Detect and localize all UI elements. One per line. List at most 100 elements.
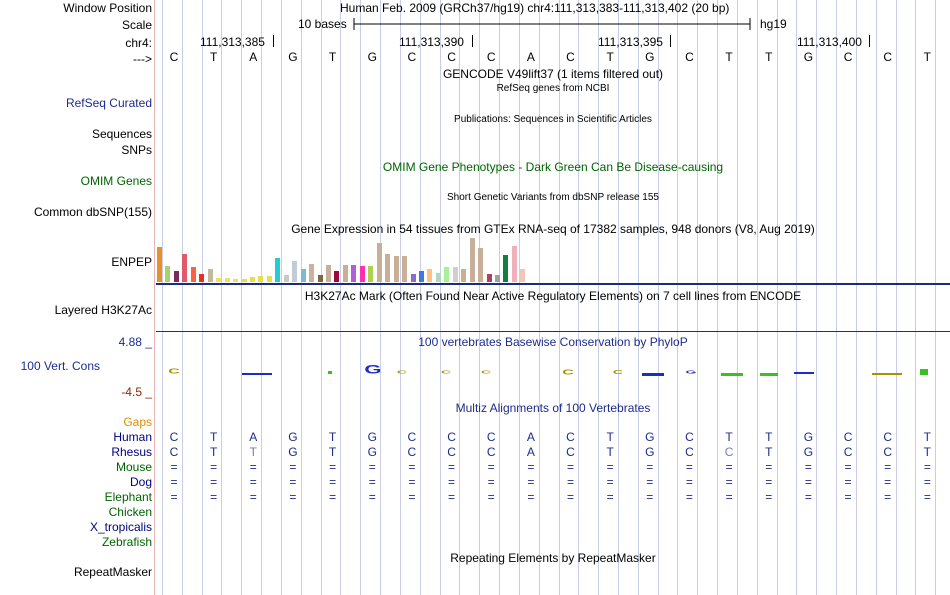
gtex-tissue-bar[interactable] (182, 254, 188, 282)
alignment-base: = (249, 460, 257, 474)
window-position-label[interactable]: Window Position (63, 1, 152, 15)
omim-genes-label[interactable]: OMIM Genes (80, 174, 152, 188)
phylop-track-label[interactable]: 100 Vert. Cons (20, 359, 100, 373)
gtex-tissue-bar[interactable] (495, 275, 500, 282)
alignment-base: = (725, 460, 733, 474)
gtex-tissue-bar[interactable] (511, 246, 517, 282)
alignment-base: T (249, 445, 257, 459)
gtex-tissue-bar[interactable] (275, 258, 281, 282)
alignment-base: = (170, 490, 178, 504)
gtex-tissue-bar[interactable] (359, 266, 365, 282)
alignment-base: = (448, 460, 456, 474)
scale-bar (353, 18, 751, 30)
gtex-tissue-bar[interactable] (469, 238, 475, 282)
snps-label[interactable]: SNPs (121, 143, 152, 157)
phylop-logo[interactable]: C G C C C C C G (156, 342, 950, 392)
gtex-tissue-bar[interactable] (309, 264, 315, 282)
gtex-tissue-bar[interactable] (224, 278, 230, 282)
species-label-x_tropicalis[interactable]: X_tropicalis (89, 520, 152, 534)
species-label-zebrafish[interactable]: Zebrafish (101, 535, 152, 549)
alignment-base: = (448, 475, 456, 489)
gtex-tissue-bar[interactable] (418, 271, 424, 282)
gtex-tissue-bar[interactable] (486, 274, 492, 282)
gtex-tissue-bar[interactable] (410, 274, 416, 282)
publications-track-title[interactable]: Publications: Sequences in Scientific Ar… (454, 114, 652, 125)
alignment-base: = (923, 475, 931, 489)
species-label-mouse[interactable]: Mouse (115, 460, 152, 474)
phylop-base-g: G (686, 370, 697, 375)
gtex-tissue-bar[interactable] (478, 248, 484, 282)
gtex-tissue-bar[interactable] (207, 269, 213, 282)
gtex-tissue-bar[interactable] (461, 269, 467, 282)
alignment-base: T (209, 445, 218, 459)
gtex-gene-label[interactable]: ENPEP (111, 255, 152, 269)
gtex-tissue-bar[interactable] (385, 254, 391, 282)
species-label-rhesus[interactable]: Rhesus (111, 445, 152, 459)
grid-line (637, 0, 639, 595)
common-dbsnp-label[interactable]: Common dbSNP(155) (33, 205, 152, 219)
gtex-tissue-bar[interactable] (266, 276, 272, 282)
gtex-tissue-bar[interactable] (393, 256, 399, 282)
gtex-tissue-bar[interactable] (326, 265, 331, 282)
refseq-track-subtitle[interactable]: RefSeq genes from NCBI (496, 83, 610, 94)
gtex-tissue-bar[interactable] (435, 273, 441, 282)
gtex-tissue-bar[interactable] (199, 274, 205, 282)
species-label-chicken[interactable]: Chicken (108, 505, 152, 519)
scale-label[interactable]: Scale (121, 18, 152, 32)
gtex-tissue-bar[interactable] (233, 279, 239, 282)
gtex-tissue-bar[interactable] (351, 265, 357, 282)
gtex-bar-chart[interactable] (156, 237, 950, 285)
grid-line (578, 0, 580, 595)
gtex-tissue-bar[interactable] (444, 267, 450, 282)
gencode-track-title[interactable]: GENCODE V49lift37 (1 items filtered out) (442, 67, 664, 81)
gtex-tissue-bar[interactable] (283, 275, 289, 282)
gtex-tissue-bar[interactable] (241, 279, 247, 282)
gtex-tissue-bar[interactable] (334, 271, 340, 282)
repeatmasker-track-title[interactable]: Repeating Elements by RepeatMasker (450, 551, 656, 565)
gtex-tissue-bar[interactable] (452, 267, 458, 282)
gtex-track-title[interactable]: Gene Expression in 54 tissues from GTEx … (291, 222, 815, 236)
refseq-curated-label[interactable]: RefSeq Curated (65, 96, 152, 110)
gtex-tissue-bar[interactable] (173, 271, 179, 282)
sequences-label[interactable]: Sequences (91, 127, 152, 141)
multiz-track-title[interactable]: Multiz Alignments of 100 Vertebrates (455, 401, 651, 415)
phylop-track-title[interactable]: 100 vertebrates Basewise Conservation by… (418, 335, 688, 349)
omim-track-title[interactable]: OMIM Gene Phenotypes - Dark Green Can Be… (382, 160, 724, 174)
gtex-tissue-bar[interactable] (216, 278, 222, 282)
gtex-tissue-bar[interactable] (258, 276, 264, 282)
gtex-tissue-bar[interactable] (317, 275, 323, 282)
species-label-human[interactable]: Human (113, 430, 152, 444)
scale-value: 10 bases (298, 17, 347, 31)
h3k27ac-track-title[interactable]: H3K27Ac Mark (Often Found Near Active Re… (304, 289, 802, 303)
gtex-tissue-bar[interactable] (190, 267, 196, 282)
gtex-tissue-bar[interactable] (427, 269, 433, 282)
gtex-tissue-bar[interactable] (402, 256, 408, 282)
coord-tick-mark (472, 35, 473, 47)
alignment-base: C (566, 430, 575, 444)
layered-h3k27ac-label[interactable]: Layered H3K27Ac (54, 303, 152, 317)
gtex-tissue-bar[interactable] (368, 266, 374, 282)
gaps-label[interactable]: Gaps (123, 415, 152, 429)
gtex-tissue-bar[interactable] (292, 261, 298, 282)
gtex-tissue-bar[interactable] (376, 243, 382, 282)
alignment-base: = (685, 490, 693, 504)
gtex-tissue-bar[interactable] (342, 265, 348, 282)
gtex-tissue-bar[interactable] (503, 255, 509, 282)
dbsnp-track-title[interactable]: Short Genetic Variants from dbSNP releas… (447, 192, 659, 203)
species-label-elephant[interactable]: Elephant (104, 490, 152, 504)
gtex-tissue-bar[interactable] (300, 269, 306, 282)
grid-line (657, 0, 659, 595)
gtex-tissue-bar[interactable] (520, 269, 526, 282)
alignment-base: G (367, 445, 377, 459)
species-label-dog[interactable]: Dog (129, 475, 152, 489)
gtex-tissue-bar[interactable] (157, 247, 162, 282)
grid-line (162, 0, 163, 595)
gtex-tissue-bar[interactable] (249, 277, 255, 282)
repeatmasker-label[interactable]: RepeatMasker (73, 565, 152, 579)
window-position-value[interactable]: Human Feb. 2009 (GRCh37/hg19) chr4:111,3… (340, 1, 730, 15)
phylop-base-t (242, 373, 272, 375)
grid-line (756, 0, 758, 595)
alignment-base: = (329, 460, 337, 474)
gtex-tissue-bar[interactable] (165, 266, 171, 282)
